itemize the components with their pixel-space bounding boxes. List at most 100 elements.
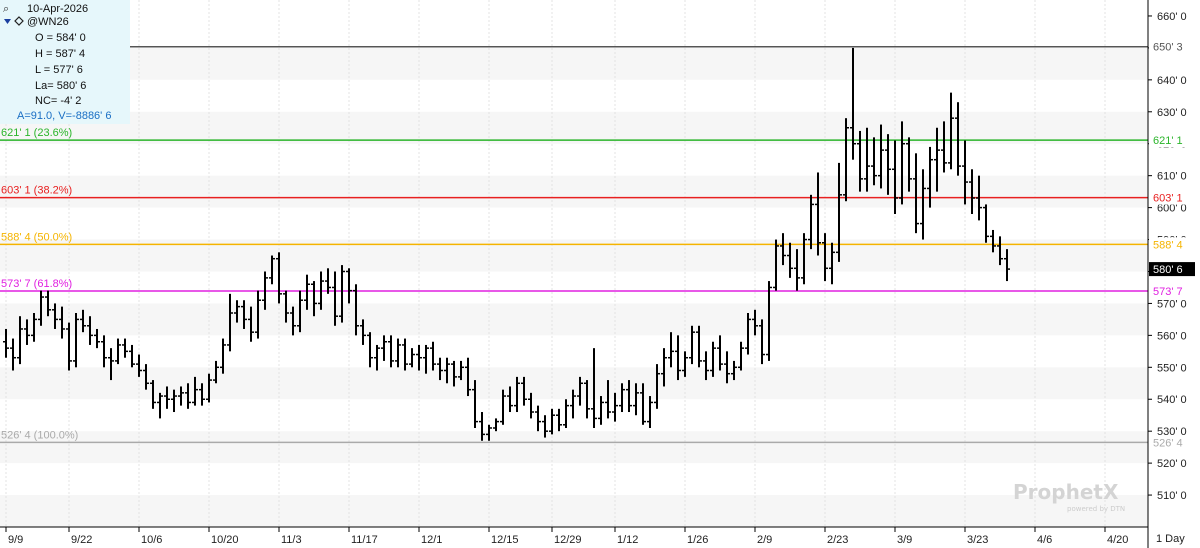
fib-label: 603' 1 (38.2%) [1, 185, 72, 197]
ohlc-bar [409, 348, 415, 368]
date-tick-label: 1/12 [617, 534, 638, 546]
ohlc-bar [654, 364, 660, 409]
ohlc-bar [374, 344, 380, 371]
ohlc-bar [591, 348, 597, 428]
ohlc-bar [381, 335, 387, 361]
watermark: ProphetX powered by DTN [1013, 480, 1125, 513]
ohlc-bar [934, 127, 940, 192]
price-tick-label: 560' 0 [1157, 330, 1187, 342]
ohlc-bar [927, 146, 933, 208]
header-symbol: @WN26 [27, 16, 69, 28]
header-open: O = 584' 0 [35, 32, 86, 44]
ohlc-bar [290, 306, 296, 336]
ohlc-bar [157, 392, 163, 419]
ohlc-bar [339, 265, 345, 323]
ohlc-bar [66, 322, 72, 371]
fib-label: 621' 1 (23.6%) [1, 127, 72, 139]
ohlc-bar [402, 338, 408, 371]
price-tick-label: 600' 0 [1157, 203, 1187, 215]
ohlc-bar [535, 405, 541, 432]
ohlc-bar [73, 313, 79, 368]
ohlc-bar [941, 121, 947, 173]
ohlc-bar [822, 233, 828, 282]
ohlc-bar [738, 341, 744, 371]
ohlc-bar [38, 290, 44, 326]
ohlc-bar [689, 325, 695, 365]
ohlc-bar [150, 380, 156, 409]
price-tick-label: 520' 0 [1157, 458, 1187, 470]
ohlc-bar [269, 255, 275, 285]
fib-tag-box [1149, 133, 1195, 148]
magnifier-icon[interactable]: ⌕ [3, 3, 9, 15]
ohlc-bar [87, 316, 93, 345]
ohlc-bar [850, 47, 856, 160]
date-axis[interactable]: 9/9 9/22 10/6 10/20 11/3 11/17 12/1 12/15 12/29 1… [5, 527, 1128, 546]
ohlc-bar [472, 380, 478, 428]
ohlc-bar [717, 335, 723, 371]
date-tick-label: 4/20 [1107, 534, 1128, 546]
ohlc-bar [143, 364, 149, 390]
ohlc-bar [318, 271, 324, 310]
header-net-change: NC= -4' 2 [35, 95, 81, 107]
ohlc-bar [948, 92, 954, 170]
price-band [0, 47, 1148, 80]
fib-price-tag: 650' 3 [1149, 39, 1195, 54]
ohlc-bar [486, 424, 492, 441]
date-tick-label: 9/22 [71, 534, 92, 546]
ohlc-bar [458, 360, 464, 381]
ohlc-bar [185, 383, 191, 409]
date-tick-label: 10/6 [141, 534, 162, 546]
ohlc-bar [360, 319, 366, 345]
date-tick-label: 12/15 [491, 534, 519, 546]
collapse-triangle-icon[interactable] [4, 19, 11, 24]
date-tick-label: 9/9 [8, 534, 23, 546]
ohlc-bar [101, 335, 107, 368]
ohlc-bar [857, 130, 863, 192]
ohlc-bar [129, 344, 135, 368]
ohlc-bar [731, 360, 737, 381]
ohlc-bar [864, 127, 870, 192]
ohlc-bar [878, 124, 884, 189]
ohlc-bar [178, 386, 184, 406]
ohlc-bar [108, 348, 114, 381]
date-tick-label: 10/20 [211, 534, 239, 546]
ohlc-bar [297, 290, 303, 333]
price-tick-label: 540' 0 [1157, 394, 1187, 406]
last-price-text: 580' 6 [1153, 264, 1183, 276]
ohlc-bar [514, 376, 520, 413]
fib-tag-text: 603' 1 [1153, 193, 1183, 205]
ohlc-bar [353, 284, 359, 336]
ohlc-bar [885, 134, 891, 195]
date-tick-label: 11/3 [281, 534, 302, 546]
timeframe-label[interactable]: 1 Day [1156, 533, 1185, 545]
ohlc-bar [563, 399, 569, 428]
price-band [0, 495, 1148, 527]
ohlc-bar [465, 357, 471, 397]
fib-price-tag: 621' 1 [1149, 133, 1195, 148]
price-axis[interactable]: 510' 0 520' 0 530' 0 540' 0 550' 0 560' 0 570'… [1148, 11, 1195, 502]
ohlc-bar [745, 313, 751, 355]
ohlc-bar [24, 319, 30, 345]
date-tick-label: 11/17 [351, 534, 378, 546]
ohlc-bar [780, 233, 786, 266]
ohlc-bar [437, 357, 443, 381]
price-tick-label: 550' 0 [1157, 362, 1187, 374]
ohlc-bar [45, 290, 51, 317]
ohlc-bar [612, 392, 618, 422]
ohlc-bar [500, 389, 506, 425]
ohlc-bar [696, 325, 702, 368]
watermark-brand: ProphetX [1013, 480, 1119, 504]
ohlc-bar [766, 281, 772, 361]
fib-price-tag: 603' 1 [1149, 190, 1195, 205]
ohlc-bar [906, 137, 912, 192]
ohlc-bar [311, 281, 317, 317]
ohlc-bar [1004, 249, 1010, 282]
ohlc-bar [248, 306, 254, 342]
ohlc-bar [955, 102, 961, 176]
ohlc-bar [605, 380, 611, 419]
ohlc-bar [192, 376, 198, 406]
ohlc-bar [647, 396, 653, 428]
ohlc-bar [367, 332, 373, 368]
